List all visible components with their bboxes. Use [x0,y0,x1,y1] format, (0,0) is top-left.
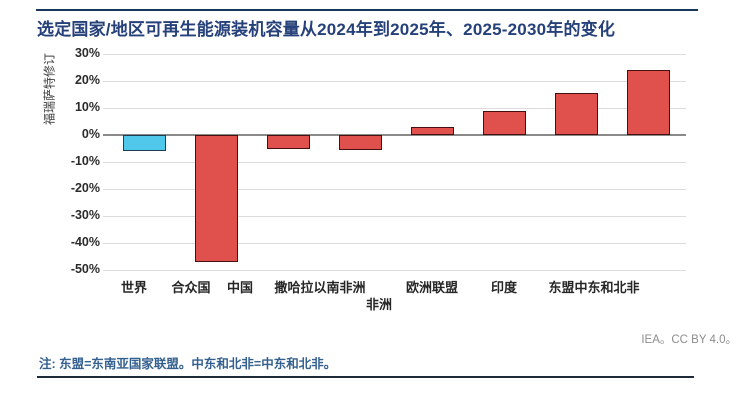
title-top-rule [36,9,698,11]
x-tick-label: 欧洲联盟 [405,280,459,295]
zero-axis-line [103,134,686,136]
bar-合众国 [194,135,238,262]
bar-中国 [266,135,310,149]
bar-中东和北非 [626,70,670,135]
x-tick-label: 世界 [120,280,148,295]
x-tick-label: 印度 [490,280,518,295]
bottom-rule [37,376,694,378]
y-tick-label: 10% [74,100,100,114]
y-tick-label: -40% [70,235,100,249]
y-tick-label: -30% [70,208,100,222]
gridline [103,270,686,271]
y-axis-label: 福瑞萨特修订 [42,52,57,126]
x-tick-label: 撒哈拉以南非洲 [274,280,366,295]
bar-chart: 福瑞萨特修订 30% 20% 10% 0% -10% -20% -30% -40% -50% 世界… [42,46,686,312]
gridline [103,243,686,244]
gridline [103,108,686,109]
gridline [103,81,686,82]
source-credit: IEA。CC BY 4.0。 [641,334,737,346]
bar-世界 [122,135,166,152]
bar-印度 [482,110,526,135]
gridline [103,162,686,163]
bar-撒哈拉以南非洲 [338,135,382,150]
gridline [103,189,686,190]
x-tick-label: 东盟中东和北非 [548,280,640,295]
x-tick-label: 合众国 [171,280,211,295]
footnote: 注: 东盟=东南亚国家联盟。中东和北非=中东和北非。 [39,357,337,371]
y-tick-label: -50% [70,262,100,276]
x-tick-label-line2: 非洲 [365,297,393,312]
gridline [103,54,686,55]
y-tick-label: 20% [74,73,100,87]
gridline [103,216,686,217]
chart-title: 选定国家/地区可再生能源装机容量从2024年到2025年、2025-2030年的… [37,20,616,39]
y-tick-label: -10% [70,154,100,168]
bar-东盟 [554,93,598,135]
x-tick-label: 中国 [226,280,254,295]
y-tick-label: 30% [74,46,100,60]
bar-欧洲联盟 [410,126,454,135]
y-tick-label: -20% [70,181,100,195]
y-tick-label: 0% [81,127,100,141]
